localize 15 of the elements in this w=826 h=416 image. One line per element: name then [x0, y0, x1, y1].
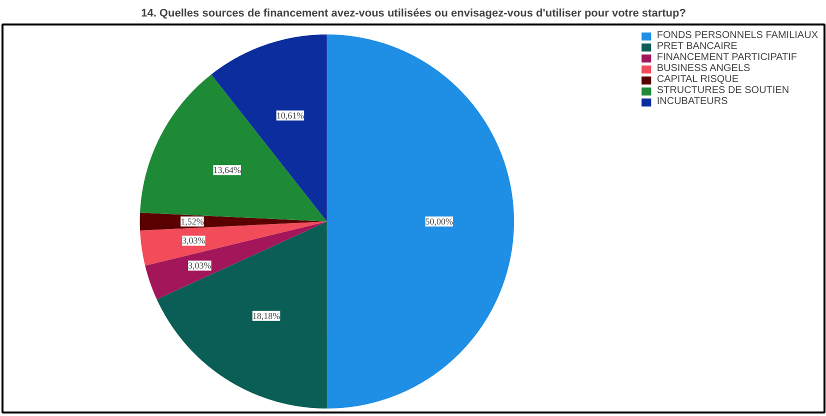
data-label: 50,00%	[425, 216, 454, 226]
legend-label: PRET BANCAIRE	[656, 41, 738, 52]
legend-label: CAPITAL RISQUE	[656, 74, 739, 85]
data-label: 1,52%	[180, 216, 204, 227]
data-label: 13,64%	[213, 165, 242, 176]
chart-title: 14. Quelles sources de financement avez-vous utilisées ou envisagez-vous d'utiliser pour votre startup?	[141, 8, 686, 20]
legend-label: INCUBATEURS	[656, 96, 728, 107]
legend-label: STRUCTURES DE SOUTIEN	[656, 85, 790, 96]
data-label: 18,18%	[252, 310, 281, 321]
legend-label: FONDS PERSONNELS FAMILIAUX	[656, 30, 818, 41]
data-label: 10,61%	[276, 110, 305, 120]
data-label: 3,03%	[188, 260, 212, 271]
legend-label: BUSINESS ANGELS	[656, 63, 750, 74]
legend-label: FINANCEMENT PARTICIPATIF	[656, 52, 798, 63]
data-label: 3,03%	[182, 236, 206, 246]
